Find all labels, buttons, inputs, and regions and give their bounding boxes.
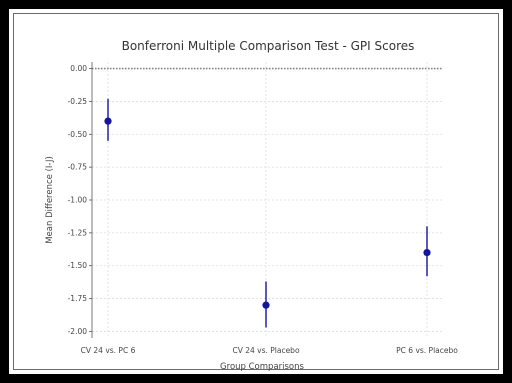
x-tick-label: CV 24 vs. PC 6: [81, 346, 136, 355]
y-tick-label: -0.25: [68, 97, 88, 106]
y-tick-label: -1.00: [68, 196, 88, 205]
y-tick-label: -0.50: [68, 130, 88, 139]
x-tick-labels: CV 24 vs. PC 6 CV 24 vs. Placebo PC 6 vs. …: [81, 346, 459, 355]
x-tick-label: CV 24 vs. Placebo: [232, 346, 299, 355]
y-tick-label: -0.75: [68, 163, 88, 172]
y-tick-label: -2.00: [68, 327, 88, 336]
plot-border: [13, 13, 499, 370]
y-tick-label: -1.50: [68, 261, 88, 270]
data-point: [104, 117, 112, 125]
x-axis-label: Group Comparisons: [220, 362, 304, 372]
y-tick-label: -1.25: [68, 228, 88, 237]
x-tick-label: PC 6 vs. Placebo: [396, 346, 458, 355]
chart-title: Bonferroni Multiple Comparison Test - GP…: [122, 39, 415, 53]
data-points: [104, 98, 431, 328]
y-tick-label: -1.75: [68, 294, 88, 303]
data-point: [423, 248, 431, 257]
y-tick-label: 0.00: [70, 64, 87, 73]
y-axis-label: Mean Difference (I-J): [45, 156, 55, 244]
data-point: [262, 301, 270, 309]
y-tick-labels: 0.00 -0.25 -0.50 -0.75 -1.00 -1.25 -1.50 -1.75 -…: [68, 64, 88, 336]
